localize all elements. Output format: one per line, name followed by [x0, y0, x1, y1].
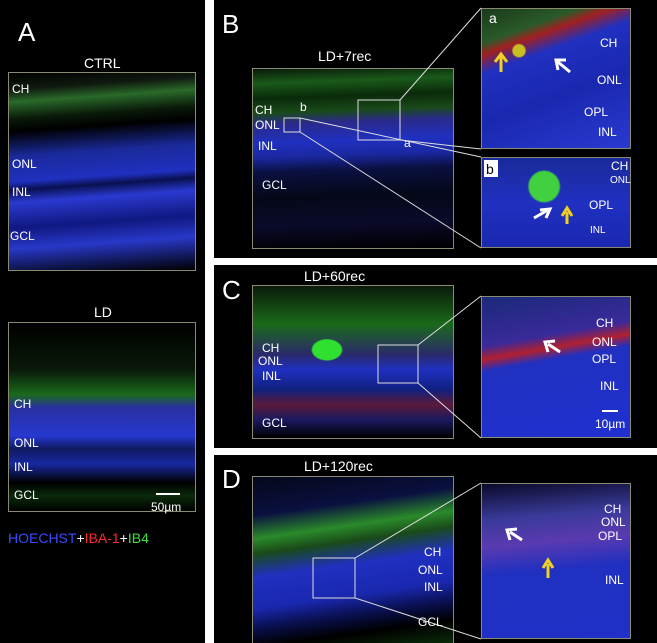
layer-label: ONL	[601, 515, 626, 529]
image-title: LD+60rec	[304, 268, 366, 284]
micrograph	[8, 322, 196, 512]
layer-label: INL	[14, 460, 33, 474]
box-label: a	[404, 136, 411, 150]
layer-label: OPL	[584, 105, 609, 119]
layer-label: CH	[611, 159, 629, 173]
stain-legend: HOECHST+IBA-1+IB4	[8, 530, 149, 546]
image-title: LD	[94, 304, 112, 320]
layer-label: ONL	[597, 73, 622, 87]
layer-label: OPL	[592, 352, 617, 366]
inset-micrograph	[481, 483, 631, 639]
layer-label: CH	[604, 502, 622, 516]
inset-micrograph	[481, 296, 631, 438]
scale-bar-label: 50µm	[151, 500, 182, 514]
panel-letter: C	[222, 275, 241, 305]
layer-label: ONL	[14, 436, 39, 450]
legend-sep: +	[119, 530, 128, 546]
image-title: LD+120rec	[304, 458, 373, 474]
legend-entry: HOECHST	[8, 530, 77, 546]
layer-label: CH	[262, 341, 280, 355]
inset-micrograph	[481, 157, 631, 248]
inset-letter: b	[486, 161, 494, 177]
image-title: CTRL	[84, 55, 121, 71]
layer-label: OPL	[598, 529, 623, 543]
layer-label: CH	[12, 82, 30, 96]
layer-label: INL	[600, 379, 619, 393]
micrograph	[252, 476, 454, 643]
layer-label: OPL	[589, 198, 614, 212]
scale-bar-label: 10µm	[595, 417, 626, 431]
micrograph	[8, 72, 196, 271]
layer-label: GCL	[14, 488, 39, 502]
layer-label: INL	[262, 369, 281, 383]
layer-label: CH	[255, 103, 273, 117]
panel-letter: D	[222, 464, 241, 494]
layer-label: CH	[596, 316, 614, 330]
layer-label: CH	[424, 545, 442, 559]
micrograph	[252, 68, 454, 249]
layer-label: ONL	[418, 563, 443, 577]
layer-label: INL	[12, 185, 31, 199]
layer-label: ONL	[12, 157, 37, 171]
layer-label: INL	[424, 580, 443, 594]
layer-label: ONL	[592, 335, 617, 349]
micrograph	[252, 285, 454, 439]
layer-label: INL	[590, 225, 606, 236]
legend-entry: IB4	[127, 530, 149, 546]
layer-label: CH	[600, 36, 618, 50]
inset-micrograph	[481, 8, 631, 149]
layer-label: GCL	[262, 416, 287, 430]
layer-label: ONL	[610, 175, 631, 186]
layer-label: ONL	[258, 354, 283, 368]
layer-label: GCL	[262, 178, 287, 192]
layer-label: INL	[258, 139, 277, 153]
layer-label: GCL	[418, 615, 443, 629]
image-title: LD+7rec	[318, 48, 372, 64]
layer-label: ONL	[255, 118, 280, 132]
legend-sep: +	[76, 530, 85, 546]
layer-label: GCL	[10, 229, 35, 243]
layer-label: INL	[598, 125, 617, 139]
layer-label: CH	[14, 397, 32, 411]
inset-letter: a	[489, 10, 497, 26]
panel-letter: B	[222, 9, 240, 39]
legend-entry: IBA-1	[84, 530, 120, 546]
panel-letter: A	[18, 17, 36, 47]
box-label: b	[300, 100, 307, 114]
layer-label: INL	[605, 573, 624, 587]
